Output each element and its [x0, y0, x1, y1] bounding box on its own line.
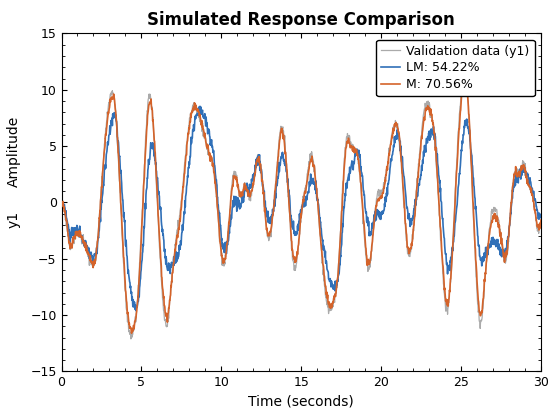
LM: 54.22%: (17.1, -7.83): 54.22%: (17.1, -7.83)	[332, 288, 338, 293]
Title: Simulated Response Comparison: Simulated Response Comparison	[147, 11, 455, 29]
M: 70.56%: (25.2, 11.3): 70.56%: (25.2, 11.3)	[461, 73, 468, 78]
Validation data (y1)	[538, 223, 544, 228]
Validation data (y1)	[95, 225, 102, 230]
M: 70.56%: (4.38, -11.6): 70.56%: (4.38, -11.6)	[128, 331, 135, 336]
Validation data (y1)	[272, 192, 278, 197]
LM: 54.22%: (8.67, 8.54): 54.22%: (8.67, 8.54)	[197, 104, 203, 109]
M: 70.56%: (2.32, -2.5): 70.56%: (2.32, -2.5)	[95, 228, 102, 233]
M: 70.56%: (17.1, -8.38): 70.56%: (17.1, -8.38)	[332, 294, 338, 299]
Validation data (y1)	[332, 300, 338, 305]
Validation data (y1)	[461, 67, 468, 72]
Text: Amplitude: Amplitude	[7, 116, 21, 187]
Validation data (y1)	[262, 211, 269, 216]
M: 70.56%: (13.4, 1.08): 70.56%: (13.4, 1.08)	[272, 188, 278, 193]
Validation data (y1)	[115, 150, 122, 155]
LM: 54.22%: (4.66, -9.61): 54.22%: (4.66, -9.61)	[133, 308, 139, 313]
Legend: Validation data (y1), LM: 54.22%, M: 70.56%: Validation data (y1), LM: 54.22%, M: 70.…	[376, 40, 535, 96]
Line: LM: 54.22%: LM: 54.22%	[62, 106, 541, 311]
LM: 54.22%: (0, 0.34): 54.22%: (0, 0.34)	[58, 196, 65, 201]
Line: M: 70.56%: M: 70.56%	[62, 75, 541, 333]
X-axis label: Time (seconds): Time (seconds)	[248, 395, 354, 409]
Text: y1: y1	[7, 211, 21, 228]
LM: 54.22%: (13.4, 0.776): 54.22%: (13.4, 0.776)	[272, 191, 279, 196]
M: 70.56%: (30, -1.56): 70.56%: (30, -1.56)	[538, 218, 544, 223]
LM: 54.22%: (13.9, 3.81): 54.22%: (13.9, 3.81)	[281, 157, 287, 162]
LM: 54.22%: (30, -1.13): 54.22%: (30, -1.13)	[538, 213, 544, 218]
Line: Validation data (y1): Validation data (y1)	[62, 70, 541, 339]
M: 70.56%: (0, -0.00864): 70.56%: (0, -0.00864)	[58, 200, 65, 205]
M: 70.56%: (12.7, -1.06): 70.56%: (12.7, -1.06)	[262, 212, 269, 217]
M: 70.56%: (13.9, 5.79): 70.56%: (13.9, 5.79)	[281, 135, 287, 140]
LM: 54.22%: (12.8, -0.645): 54.22%: (12.8, -0.645)	[262, 207, 269, 212]
Validation data (y1)	[58, 200, 65, 205]
LM: 54.22%: (3.54, 5.48): 54.22%: (3.54, 5.48)	[115, 138, 122, 143]
LM: 54.22%: (2.32, -3.14): 54.22%: (2.32, -3.14)	[95, 235, 102, 240]
Validation data (y1)	[128, 336, 134, 341]
M: 70.56%: (3.54, 4.42): 70.56%: (3.54, 4.42)	[115, 150, 122, 155]
Validation data (y1)	[281, 133, 287, 138]
